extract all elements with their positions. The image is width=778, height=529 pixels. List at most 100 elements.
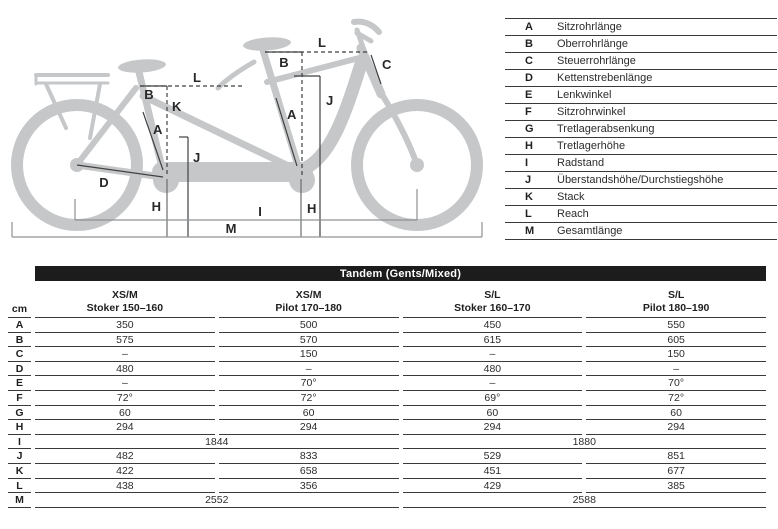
column-header: S/L Pilot 180–190 — [586, 285, 766, 318]
label-pilot-H: H — [307, 201, 316, 216]
legend-row: E Lenkwinkel — [505, 87, 777, 104]
value-cell: 500 — [218, 318, 399, 333]
table-row: H 294 294 294 294 — [8, 420, 766, 435]
table-row: E –70° –70° — [8, 376, 766, 391]
row-key: D — [8, 362, 31, 377]
legend-row: C Steuerrohrlänge — [505, 53, 777, 70]
row-key: M — [8, 493, 31, 508]
value-cell: 550 — [586, 318, 766, 333]
legend-key: C — [525, 55, 533, 67]
value-cell: 60 — [35, 406, 215, 421]
value-cell: 658 — [218, 464, 399, 479]
row-key: K — [8, 464, 31, 479]
value-cell: 385 — [586, 479, 766, 494]
value-cell: 294 — [586, 420, 766, 435]
row-key: A — [8, 318, 31, 333]
headtube-line — [370, 54, 382, 85]
handlebar — [351, 18, 382, 35]
legend-term: Sitzrohrwinkel — [557, 106, 626, 118]
column-rider-range: Pilot 180–190 — [642, 302, 710, 314]
value-cell: 605 — [586, 333, 766, 348]
value-cell: 72° — [586, 391, 766, 406]
legend-row: L Reach — [505, 206, 777, 223]
legend-key: H — [525, 140, 533, 152]
label-stoker-K: K — [172, 99, 182, 114]
row-key: L — [8, 479, 31, 494]
label-C: C — [382, 57, 392, 72]
value-cell: 294 — [402, 420, 583, 435]
pilot-seattube-line — [275, 97, 298, 167]
legend-term: Reach — [557, 208, 589, 220]
geometry-table: Tandem (Gents/Mixed) cm XS/M Stoker 150–1… — [8, 266, 766, 508]
legend-key: F — [525, 106, 532, 118]
column-rider-range: Pilot 170–180 — [275, 302, 342, 314]
front-wheel — [351, 99, 483, 231]
legend-term: Oberrohrlänge — [557, 38, 628, 50]
value-cell: 350 — [35, 318, 215, 333]
value-cell: – — [402, 376, 583, 391]
column-header: XS/M Pilot 170–180 — [218, 285, 399, 318]
row-key: E — [8, 376, 31, 391]
stoker-handlebar — [215, 59, 257, 91]
row-key: G — [8, 406, 31, 421]
pilot-seat-tube — [259, 46, 305, 180]
table-row: J 482 833 529 851 — [8, 449, 766, 464]
value-cell: 615 — [402, 333, 583, 348]
stoker-saddle — [118, 59, 166, 73]
pilot-top-tube — [264, 54, 366, 85]
value-cell: 150 — [586, 347, 766, 362]
legend-term: Sitzrohrlänge — [557, 21, 622, 33]
legend-term: Gesamtlänge — [557, 225, 623, 237]
table-row: B 575 570 615 605 — [8, 333, 766, 348]
legend-term: Tretlagerhöhe — [557, 140, 626, 152]
table-row: L 438 356 429 385 — [8, 479, 766, 494]
column-size: S/L — [484, 289, 501, 301]
table-row: F 72° 72° 69° 72° — [8, 391, 766, 406]
legend-key: D — [525, 72, 533, 84]
table-row: G 60 60 60 60 — [8, 406, 766, 421]
value-cell: 72° — [35, 391, 215, 406]
row-key: B — [8, 333, 31, 348]
table-header-row: cm XS/M Stoker 150–160 XS/M Pilot 170–180 S/… — [8, 285, 766, 318]
value-cell: 429 — [402, 479, 583, 494]
label-stoker-H: H — [152, 199, 161, 214]
value-cell: 69° — [402, 391, 583, 406]
chainstay-line — [76, 164, 164, 178]
stoker-seat-tube — [135, 68, 168, 180]
row-key: F — [8, 391, 31, 406]
stoker-seattube-line — [142, 111, 164, 171]
rear-rack — [34, 73, 110, 140]
mid-lateral-tube — [139, 92, 303, 175]
label-stoker-A: A — [153, 122, 163, 137]
legend-key: E — [525, 89, 533, 101]
value-cell: 356 — [218, 479, 399, 494]
legend-row: G Tretlagerabsenkung — [505, 121, 777, 138]
value-cell: 150 — [218, 347, 399, 362]
label-I: I — [258, 204, 262, 219]
legend-row: I Radstand — [505, 155, 777, 172]
label-M: M — [226, 221, 237, 236]
value-cell: 60 — [402, 406, 583, 421]
pilot-saddle — [243, 37, 291, 51]
value-cell: 60 — [586, 406, 766, 421]
value-cell: 294 — [35, 420, 215, 435]
legend-row: K Stack — [505, 189, 777, 206]
column-rider-range: Stoker 160–170 — [454, 302, 531, 314]
value-cell: – — [218, 362, 399, 377]
value-cell: 575 — [35, 333, 215, 348]
legend-row: F Sitzrohrwinkel — [505, 104, 777, 121]
legend-row: D Kettenstrebenlänge — [505, 70, 777, 87]
value-cell: 451 — [402, 464, 583, 479]
table-row: A 350 500 450 550 — [8, 318, 766, 333]
label-stoker-L: L — [193, 70, 201, 85]
front-fork — [375, 85, 419, 165]
tandem-bike-silhouette — [11, 18, 483, 231]
seatstay-tube — [76, 85, 139, 165]
row-key: I — [8, 435, 31, 450]
column-size: S/L — [667, 289, 685, 301]
value-cell: 480 — [35, 362, 215, 377]
value-cell: 482 — [35, 449, 215, 464]
label-stoker-J: J — [193, 150, 200, 165]
legend-key: B — [525, 38, 533, 50]
value-cell: 529 — [402, 449, 583, 464]
